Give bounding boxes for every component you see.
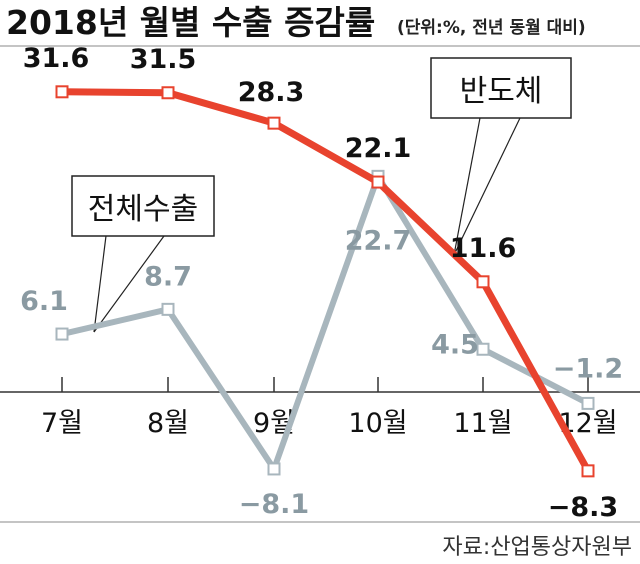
point-total-export (267, 462, 281, 476)
data-label-semiconductor: 31.6 (23, 43, 90, 74)
data-label-total-export: −1.2 (553, 353, 623, 384)
series-layer (55, 85, 595, 478)
x-tick-label: 10월 (348, 408, 407, 439)
callout-leader-2 (453, 117, 521, 256)
chart-title: 2018년 월별 수출 증감률 (6, 3, 375, 42)
x-axis-labels: 7월 8월 9월 10월 11월 12월 (41, 408, 618, 439)
data-label-total-export: 6.1 (20, 286, 68, 317)
callout-total-export: 전체수출 (71, 175, 215, 333)
series-label-total-export: 전체수출 (88, 192, 198, 227)
point-total-export (55, 327, 69, 341)
point-semiconductor (267, 116, 281, 130)
series-line-semiconductor (58, 88, 592, 475)
callout-leader-4 (93, 235, 165, 333)
data-label-semiconductor: 31.5 (130, 44, 197, 75)
series-line-total-export (59, 173, 591, 472)
point-semiconductor (581, 464, 595, 478)
data-label-total-export: 8.7 (144, 261, 192, 292)
point-total-export (581, 396, 595, 410)
callout-semiconductor: 반도체 (430, 57, 572, 256)
point-semiconductor (476, 275, 490, 289)
value-labels: 31.6 31.5 28.3 22.1 11.6 −8.3 6.1 8.7 −8.1 22.7 4.… (20, 43, 623, 523)
point-total-export (476, 342, 490, 356)
data-label-semiconductor: −8.3 (548, 492, 618, 523)
data-label-semiconductor: 28.3 (238, 77, 305, 108)
data-label-total-export: 22.7 (345, 225, 412, 256)
x-axis-ticks (61, 377, 589, 392)
data-label-semiconductor: 22.1 (345, 133, 412, 164)
source-note: 자료:산업통상자원부 (442, 535, 632, 560)
unit-note: (단위:%, 전년 동월 대비) (397, 18, 586, 38)
point-total-export (161, 302, 175, 316)
x-tick-label: 7월 (41, 408, 83, 439)
callout-box-total-export (71, 175, 215, 237)
x-tick-label: 11월 (453, 408, 512, 439)
point-semiconductor (161, 86, 175, 100)
x-tick-label: 8월 (147, 408, 189, 439)
callout-leader-1 (453, 117, 481, 256)
data-label-semiconductor: 11.6 (450, 233, 517, 264)
point-semiconductor (55, 85, 69, 99)
data-label-total-export: −8.1 (239, 489, 309, 520)
callout-leader-3 (93, 235, 107, 333)
series-label-semiconductor: 반도체 (460, 74, 543, 109)
data-label-total-export: 4.5 (431, 329, 479, 360)
point-semiconductor (371, 175, 385, 189)
callout-box-semiconductor (430, 57, 572, 119)
